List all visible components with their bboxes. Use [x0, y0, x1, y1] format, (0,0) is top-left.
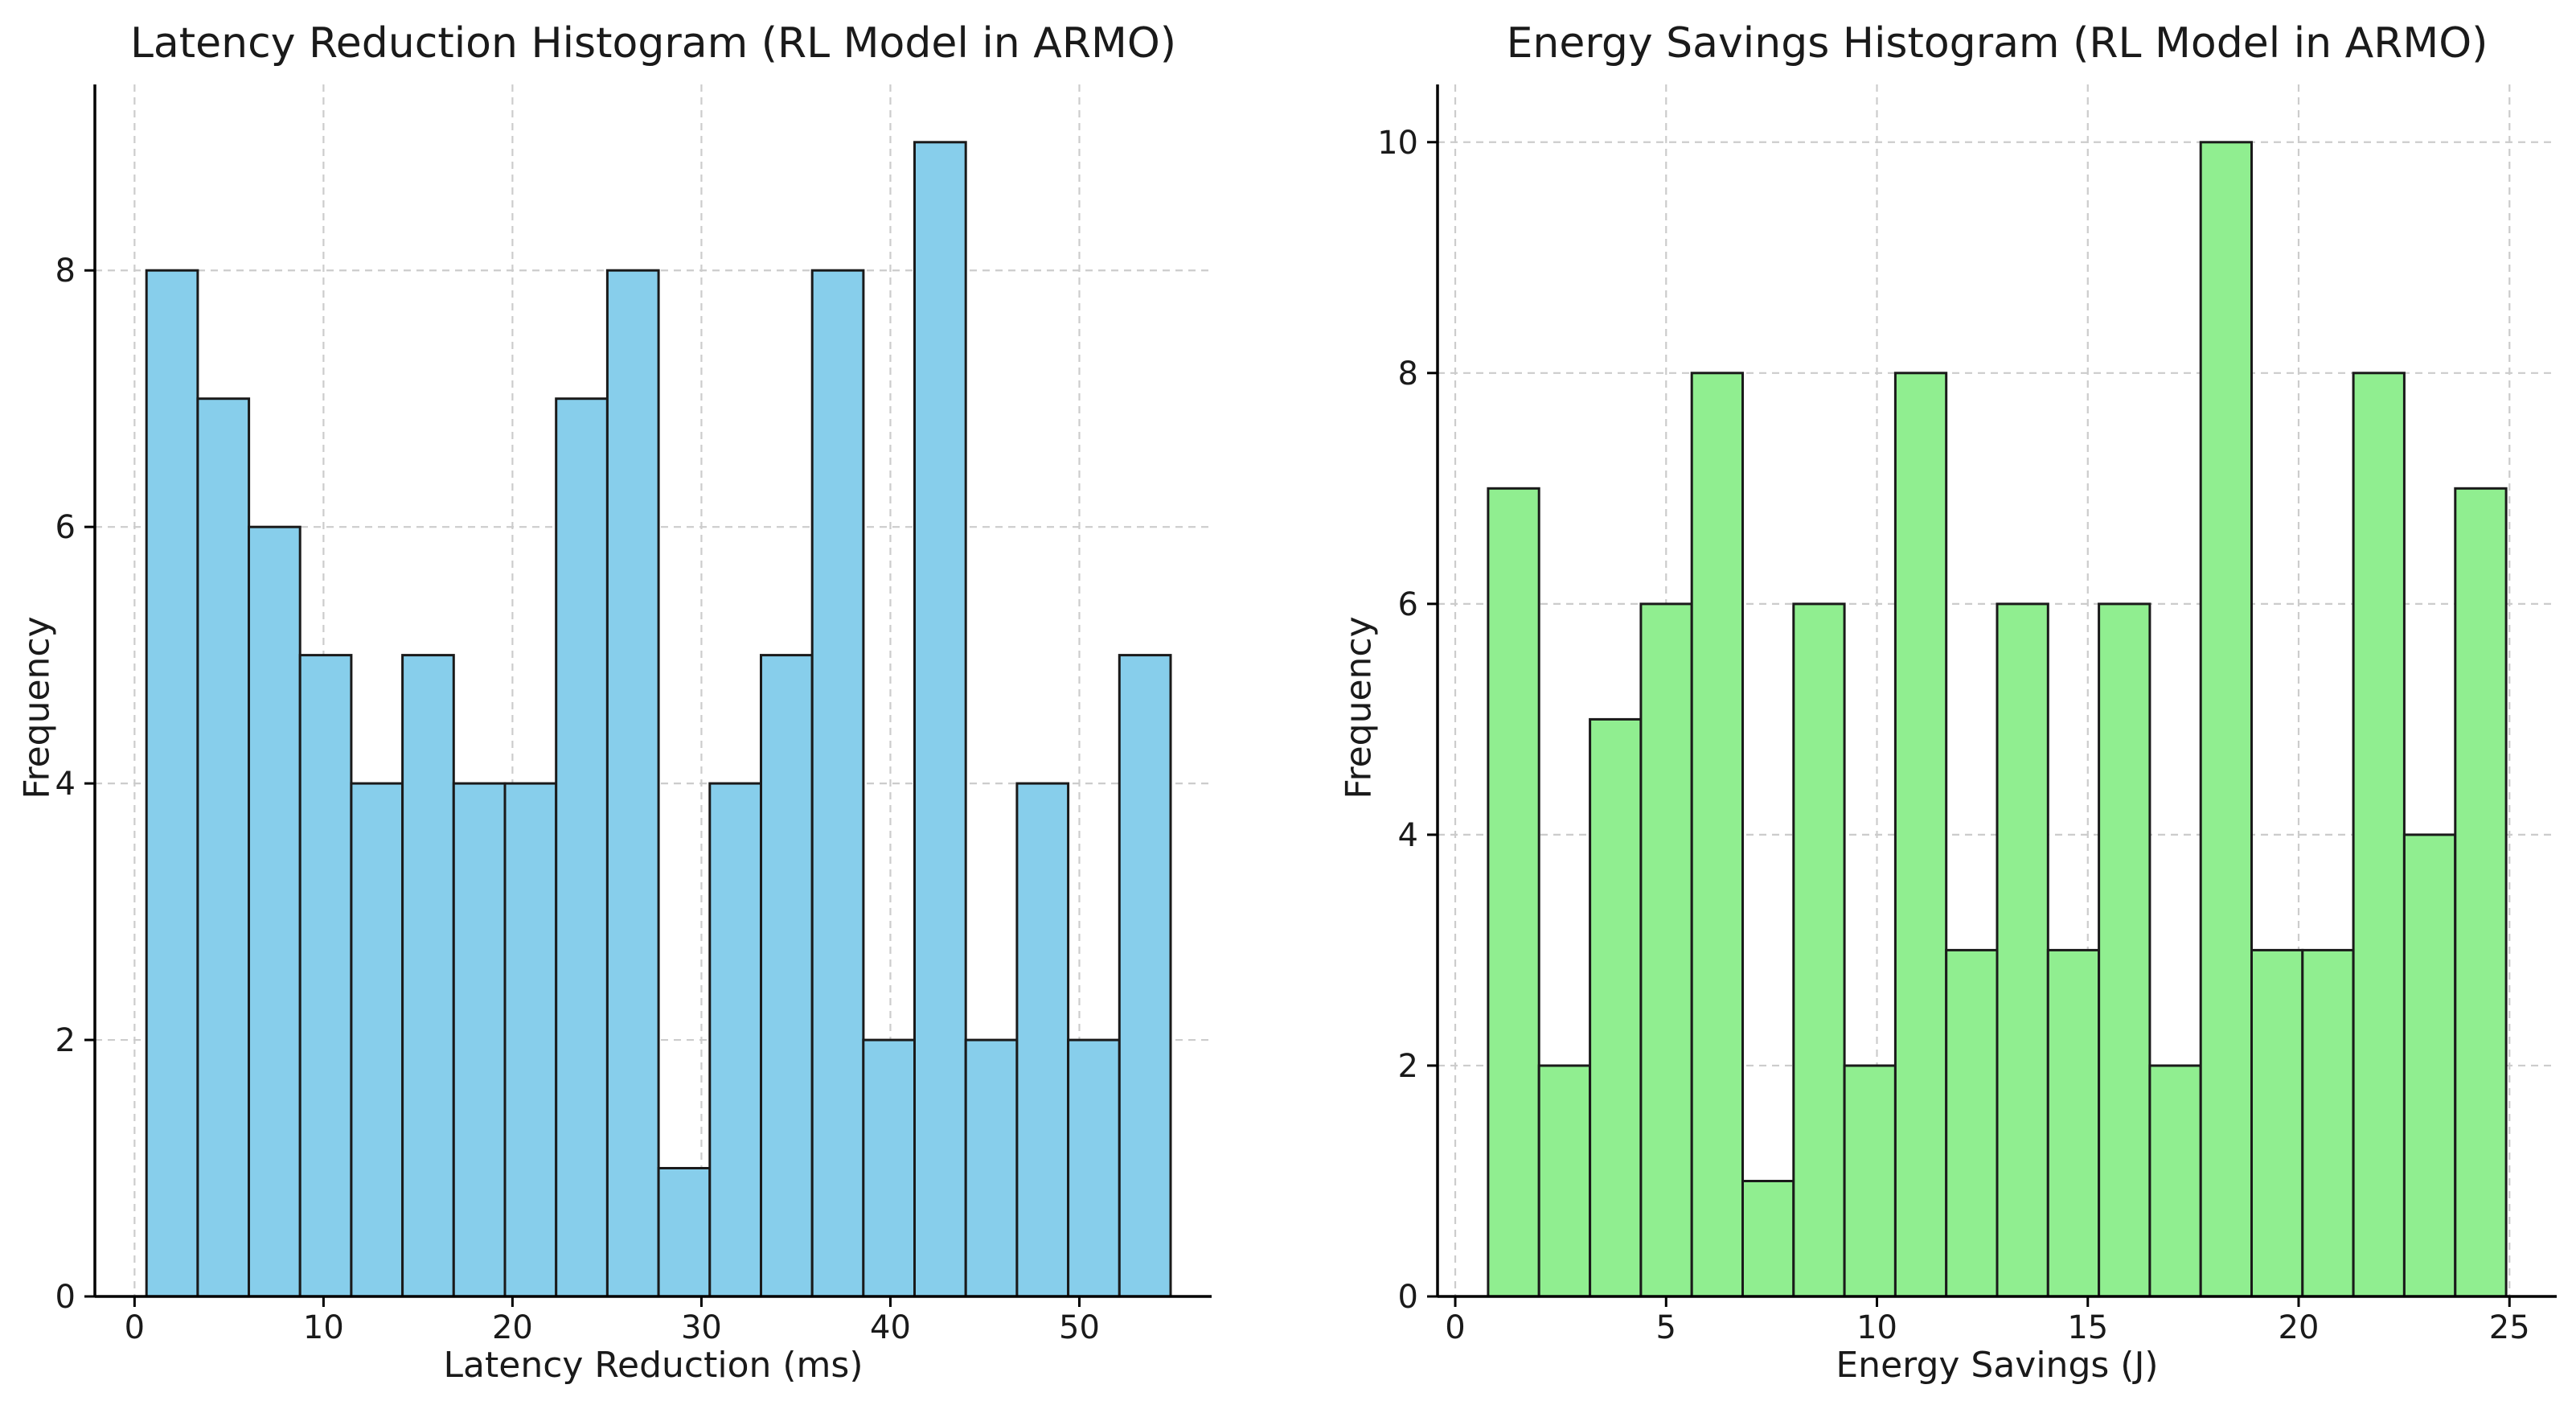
histogram-bar	[2301, 948, 2355, 1298]
energy-histogram-plot: 0 5 10 15 20 25 0 2 4 6 8 10	[1377, 84, 2557, 1346]
x-tick-label: 40	[870, 1309, 911, 1346]
histogram-bar	[2098, 602, 2151, 1298]
histogram-bar	[657, 1167, 712, 1298]
chart-title: Energy Savings Histogram (RL Model in AR…	[1506, 19, 2488, 68]
histogram-bar	[810, 269, 865, 1298]
y-tick-label: 2	[1398, 1048, 1418, 1085]
x-tick-label: 30	[681, 1309, 722, 1346]
x-tick-label: 15	[2067, 1309, 2108, 1346]
y-tick-label: 0	[1398, 1279, 1418, 1316]
x-tick-label: 25	[2489, 1309, 2530, 1346]
histogram-bar	[1690, 372, 1745, 1298]
x-tick-label: 0	[1445, 1309, 1465, 1346]
histogram-bar	[196, 397, 251, 1298]
y-tick-label: 6	[1398, 586, 1418, 623]
histogram-bar	[1537, 1064, 1592, 1298]
histogram-bar	[2454, 487, 2508, 1298]
x-tick-label: 5	[1656, 1309, 1676, 1346]
x-axis-label: Latency Reduction (ms)	[443, 1345, 863, 1386]
histogram-bar	[1589, 717, 1643, 1298]
histogram-bar	[503, 782, 558, 1298]
histogram-bar	[708, 782, 762, 1298]
y-tick-label: 6	[55, 509, 76, 546]
latency-histogram-panel: Latency Reduction Histogram (RL Model in…	[17, 19, 1212, 1386]
y-tick-label: 10	[1377, 125, 1418, 162]
histogram-bar	[2046, 948, 2101, 1298]
histogram-bar	[964, 1038, 1019, 1298]
histogram-bar	[2402, 833, 2457, 1298]
energy-histogram-panel: Energy Savings Histogram (RL Model in AR…	[1288, 0, 2576, 1401]
histogram-bar	[1015, 782, 1070, 1298]
histogram-bar	[605, 269, 660, 1298]
histogram-bar	[913, 141, 967, 1298]
histogram-bar	[145, 269, 199, 1298]
histogram-bar	[1996, 602, 2049, 1298]
x-tick-label: 20	[492, 1309, 533, 1346]
histogram-bar	[1487, 487, 1540, 1298]
histogram-bar	[1639, 602, 1693, 1298]
x-axis-label: Energy Savings (J)	[1836, 1345, 2159, 1386]
histogram-bar	[1067, 1038, 1121, 1298]
latency-histogram-plot: 0 10 20 30 40 50 0 2 4 6 8	[55, 84, 1212, 1346]
x-tick-label: 10	[1856, 1309, 1897, 1346]
histogram-bar	[1843, 1064, 1897, 1298]
histogram-bar	[2352, 372, 2406, 1298]
histogram-bar	[452, 782, 507, 1298]
histogram-bar	[555, 397, 609, 1298]
histogram-bar	[760, 654, 814, 1298]
histogram-bar	[2148, 1064, 2202, 1298]
histogram-bar	[1893, 372, 1948, 1298]
histogram-bar	[1118, 654, 1172, 1298]
chart-title: Latency Reduction Histogram (RL Model in…	[129, 19, 1177, 68]
histogram-bar	[1792, 602, 1846, 1298]
histogram-bar	[1945, 948, 1999, 1298]
histogram-bar	[350, 782, 404, 1298]
histogram-bar	[401, 654, 455, 1298]
histogram-bar	[298, 654, 353, 1298]
histogram-bar	[862, 1038, 917, 1298]
histogram-bar	[2250, 948, 2304, 1298]
histogram-bar	[1741, 1180, 1795, 1298]
y-tick-label: 0	[55, 1279, 76, 1316]
x-tick-label: 0	[125, 1309, 145, 1346]
y-tick-label: 4	[1398, 817, 1418, 854]
x-tick-label: 50	[1059, 1309, 1100, 1346]
y-tick-label: 4	[55, 766, 76, 803]
x-tick-label: 20	[2279, 1309, 2320, 1346]
x-tick-label: 10	[303, 1309, 344, 1346]
y-tick-label: 8	[55, 253, 76, 290]
y-tick-label: 8	[1398, 355, 1418, 392]
histogram-bar	[248, 525, 301, 1298]
histogram-bar	[2199, 141, 2253, 1298]
y-tick-label: 2	[55, 1022, 76, 1059]
